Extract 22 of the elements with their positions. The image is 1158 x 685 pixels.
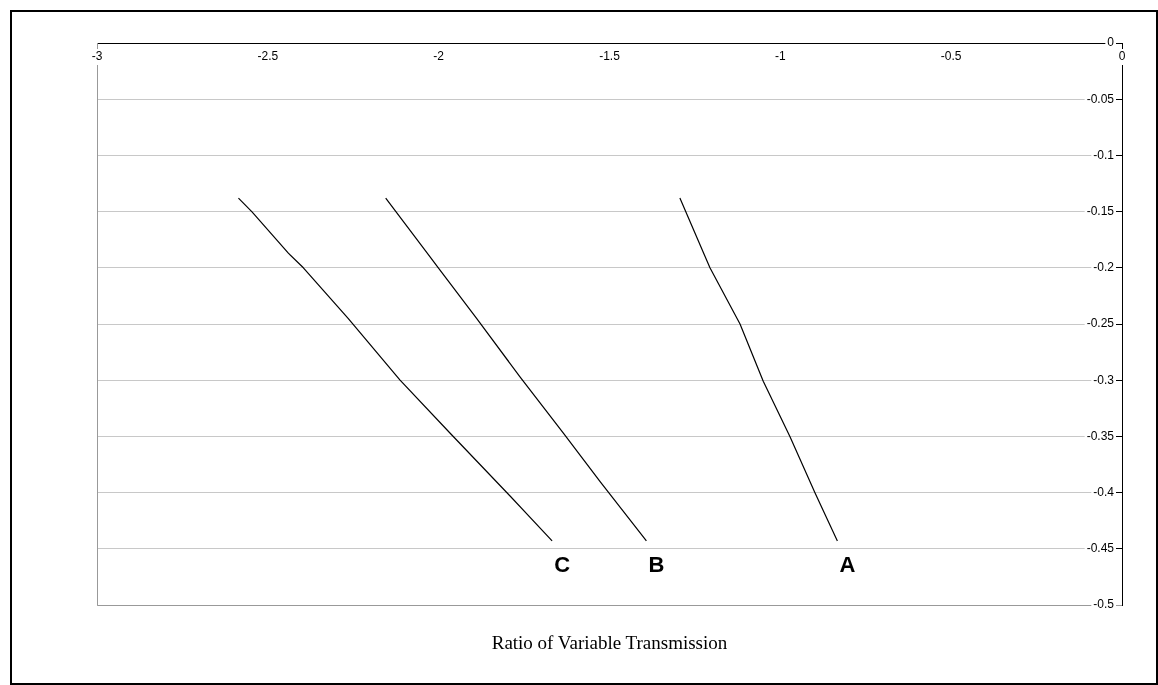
y-tick-label: -0.05 bbox=[1086, 91, 1115, 106]
x-tick-label: -2.5 bbox=[257, 49, 279, 64]
x-tick-label: -1.5 bbox=[599, 49, 621, 64]
x-tick-label: -3 bbox=[91, 49, 103, 64]
y-tick-label: -0.15 bbox=[1086, 203, 1115, 218]
x-tick-label: 0 bbox=[1118, 49, 1126, 64]
x-tick-label: -0.5 bbox=[940, 49, 962, 64]
x-tick-label: -1 bbox=[775, 49, 786, 64]
y-tick-label: 0 bbox=[1107, 35, 1115, 50]
y-tick-label: -0.45 bbox=[1086, 541, 1115, 556]
y-tick-label: -0.1 bbox=[1093, 147, 1115, 162]
x-axis-title: Ratio of Variable Transmission bbox=[490, 632, 729, 654]
y-tick-label: -0.5 bbox=[1093, 597, 1115, 612]
y-tick-label: -0.3 bbox=[1093, 372, 1115, 387]
series-label: B bbox=[648, 551, 665, 577]
series-label: C bbox=[554, 551, 571, 577]
x-tick-label: -2 bbox=[433, 49, 445, 64]
y-tick-label: -0.35 bbox=[1086, 428, 1115, 443]
y-tick-label: -0.2 bbox=[1093, 260, 1115, 275]
y-tick-label: -0.25 bbox=[1086, 316, 1115, 331]
y-tick-label: -0.4 bbox=[1093, 484, 1115, 499]
series-label: A bbox=[839, 551, 856, 577]
